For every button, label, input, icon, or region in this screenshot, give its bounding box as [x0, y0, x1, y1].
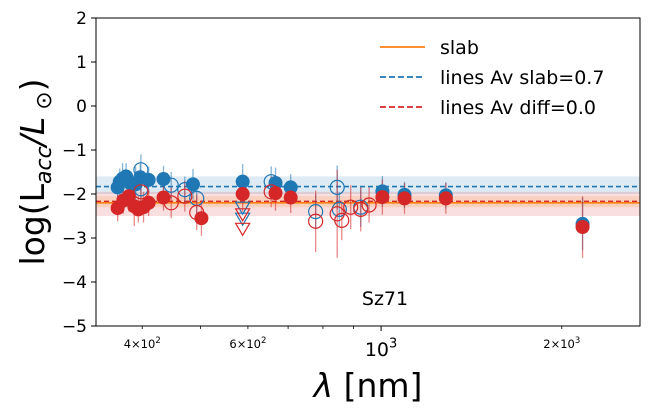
data-point-open [177, 182, 193, 198]
upper-limit-marker [234, 208, 251, 222]
data-points [110, 154, 590, 258]
data-point [283, 180, 298, 195]
upper-limit-marker [234, 212, 251, 227]
data-point [283, 190, 298, 205]
data-point-open [343, 199, 359, 215]
y-tick-label: 2 [76, 9, 87, 29]
data-point-open [133, 184, 149, 200]
band [96, 176, 640, 194]
x-minor-tick-label: 4×102 [124, 336, 161, 351]
plot-frame [95, 17, 641, 327]
legend-label: lines Av diff=0.0 [440, 97, 596, 119]
data-point [156, 172, 171, 187]
data-point-open [353, 201, 369, 217]
x-minor-tick-label: 6×102 [229, 336, 266, 351]
y-tick-label: 1 [76, 53, 87, 73]
legend: slab lines Av slab=0.7 lines Av diff=0.0 [380, 37, 604, 119]
data-point [397, 191, 412, 206]
y-tick-label: −1 [62, 141, 87, 161]
x-axis-label: λ [nm] [312, 366, 423, 405]
legend-label: lines Av slab=0.7 [440, 67, 604, 89]
data-point-open [189, 204, 205, 221]
data-point [141, 195, 156, 210]
data-point [185, 177, 200, 192]
axes: 2 1 0 −1 −2 −3 −4 −5 4×102 6×102 2×103 103 λ [nm] log… [13, 9, 580, 405]
y-tick-label: −2 [62, 185, 87, 205]
y-tick-label: −3 [62, 229, 87, 249]
x-major-tick-label: 103 [365, 336, 397, 361]
data-point-open [263, 184, 279, 200]
data-point-open [361, 197, 377, 213]
data-point [375, 190, 390, 205]
data-point-open [163, 195, 179, 211]
data-point-open [177, 188, 193, 204]
y-tick-label: −4 [62, 273, 87, 293]
annotation-label: Sz71 [362, 288, 408, 310]
data-point-open [329, 179, 345, 195]
legend-label: slab [440, 37, 479, 59]
upper-limit-marker [234, 222, 251, 237]
data-point [235, 174, 250, 189]
x-minor-tick-label: 2×103 [543, 336, 580, 351]
y-axis-label: log(Lacc/L ⊙) [13, 78, 57, 265]
data-point-open [133, 181, 149, 197]
data-point [438, 191, 453, 206]
data-point [268, 176, 283, 190]
data-point [575, 220, 590, 234]
data-point-open [163, 177, 179, 193]
data-point-open [308, 204, 324, 220]
data-point-open [334, 212, 350, 228]
data-point-open [308, 213, 324, 229]
y-tick-label: −5 [62, 317, 87, 337]
data-point [268, 186, 283, 201]
data-point [156, 190, 171, 205]
data-point [235, 187, 250, 201]
data-point-open [133, 162, 149, 178]
y-tick-label: 0 [76, 97, 87, 117]
